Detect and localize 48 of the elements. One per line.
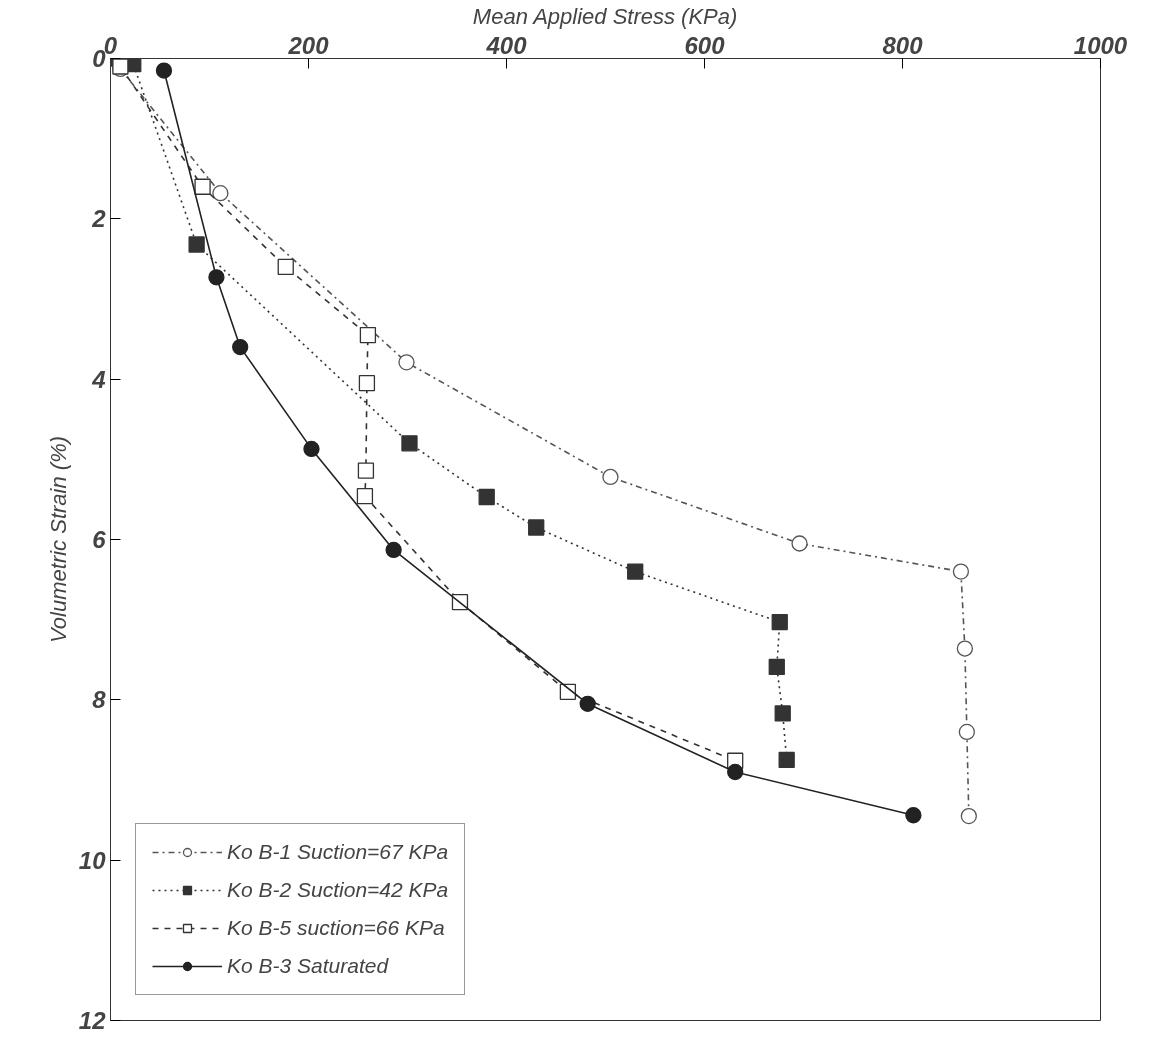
point (401, 435, 418, 452)
point (727, 763, 744, 781)
point (778, 751, 795, 769)
point (232, 338, 249, 356)
point (277, 258, 294, 276)
point (478, 488, 495, 506)
y-tick-label: 10 (78, 846, 107, 874)
y-tick-label: 6 (92, 526, 107, 553)
point (960, 807, 977, 825)
point (602, 468, 619, 486)
x-tick-label: 400 (485, 31, 528, 59)
y-tick-label: 8 (92, 686, 107, 714)
point (528, 519, 545, 536)
point (208, 269, 225, 286)
point (905, 807, 922, 824)
point (359, 326, 377, 344)
y-axis-title: Volumetric Strain (%) (45, 435, 71, 644)
x-tick-label: 800 (882, 31, 924, 59)
point (958, 723, 975, 741)
y-tick-label: 12 (78, 1007, 107, 1034)
point (194, 178, 211, 195)
point (774, 705, 791, 722)
point (771, 613, 788, 631)
legend-label: Ko B-5 suction=66 KPa (227, 916, 445, 940)
point (627, 563, 644, 580)
point (385, 541, 402, 559)
point (358, 375, 376, 392)
y-tick-label: 2 (91, 205, 107, 233)
point (768, 658, 785, 676)
point (956, 640, 974, 657)
point (791, 535, 808, 552)
x-tick-label: 600 (684, 31, 726, 59)
point (155, 62, 173, 79)
x-tick-label: 1000 (1073, 31, 1128, 59)
point (579, 695, 596, 712)
legend-label: Ko B-2 Suction=42 KPa (227, 878, 449, 902)
point (356, 488, 374, 505)
point (357, 462, 375, 479)
legend-label: Ko B-3 Saturated (227, 954, 389, 978)
legend-label: Ko B-1 Suction=67 KPa (227, 840, 449, 864)
point (188, 236, 205, 253)
point (212, 185, 229, 202)
point (398, 354, 415, 371)
y-tick-label: 4 (91, 365, 106, 393)
x-axis-title: Mean Applied Stress (KPa) (472, 3, 738, 29)
point (952, 563, 970, 580)
x-tick-label: 200 (287, 31, 330, 59)
point (303, 440, 320, 458)
